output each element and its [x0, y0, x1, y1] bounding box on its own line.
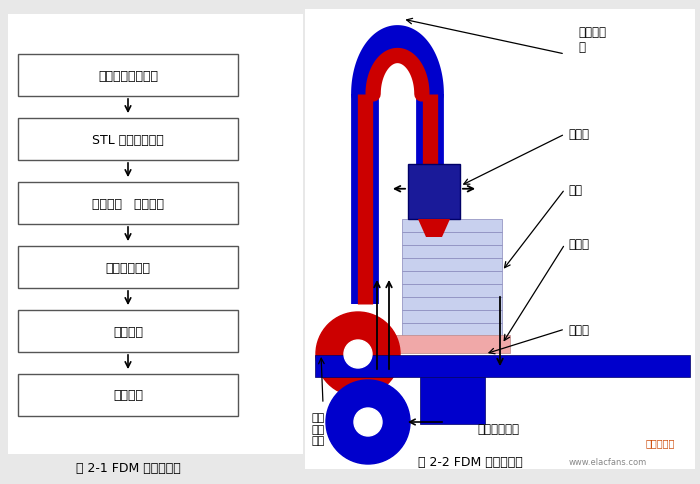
FancyBboxPatch shape — [305, 10, 695, 469]
Text: 刺件材料丝盘: 刺件材料丝盘 — [477, 423, 519, 436]
Text: 表面处理: 表面处理 — [113, 389, 143, 402]
FancyBboxPatch shape — [402, 272, 502, 285]
FancyBboxPatch shape — [408, 165, 460, 220]
Text: 电子发烧友: 电子发烧友 — [645, 437, 675, 447]
FancyBboxPatch shape — [18, 374, 238, 416]
FancyBboxPatch shape — [402, 285, 502, 297]
FancyBboxPatch shape — [402, 310, 502, 323]
FancyBboxPatch shape — [402, 232, 502, 245]
Text: 燕融沉积成型: 燕融沉积成型 — [106, 261, 150, 274]
Circle shape — [326, 380, 410, 464]
FancyBboxPatch shape — [18, 310, 238, 352]
FancyBboxPatch shape — [315, 355, 690, 377]
Text: 分层切片   加入支撇: 分层切片 加入支撇 — [92, 197, 164, 210]
Text: 支撇: 支撇 — [568, 183, 582, 196]
FancyBboxPatch shape — [18, 55, 238, 97]
Text: www.elacfans.com: www.elacfans.com — [569, 457, 647, 467]
Circle shape — [354, 408, 382, 436]
FancyBboxPatch shape — [18, 182, 238, 225]
Text: 加热燕化
腔: 加热燕化 腔 — [578, 26, 606, 54]
Text: 图 2-1 FDM 成型流程图: 图 2-1 FDM 成型流程图 — [76, 462, 181, 474]
Text: STL 文件数据转换: STL 文件数据转换 — [92, 133, 164, 146]
FancyBboxPatch shape — [402, 220, 502, 232]
FancyBboxPatch shape — [420, 377, 485, 424]
Text: 三维模型: 三维模型 — [113, 325, 143, 338]
FancyBboxPatch shape — [8, 15, 303, 454]
FancyBboxPatch shape — [402, 258, 502, 272]
Circle shape — [344, 340, 372, 368]
FancyBboxPatch shape — [402, 323, 502, 336]
FancyBboxPatch shape — [402, 297, 502, 310]
FancyBboxPatch shape — [18, 119, 238, 161]
Text: 建立三维实体模型: 建立三维实体模型 — [98, 69, 158, 82]
Text: 给丝头: 给丝头 — [568, 128, 589, 141]
FancyBboxPatch shape — [402, 245, 502, 258]
Text: 图 2-2 FDM 系统模型图: 图 2-2 FDM 系统模型图 — [418, 455, 522, 469]
FancyBboxPatch shape — [394, 335, 510, 353]
Circle shape — [316, 312, 400, 396]
FancyBboxPatch shape — [18, 246, 238, 288]
Polygon shape — [418, 220, 450, 238]
Text: 支撇
材料
丝盘: 支撇 材料 丝盘 — [312, 412, 325, 445]
Text: 泡漸板: 泡漸板 — [568, 238, 589, 251]
Text: 工作台: 工作台 — [568, 323, 589, 336]
